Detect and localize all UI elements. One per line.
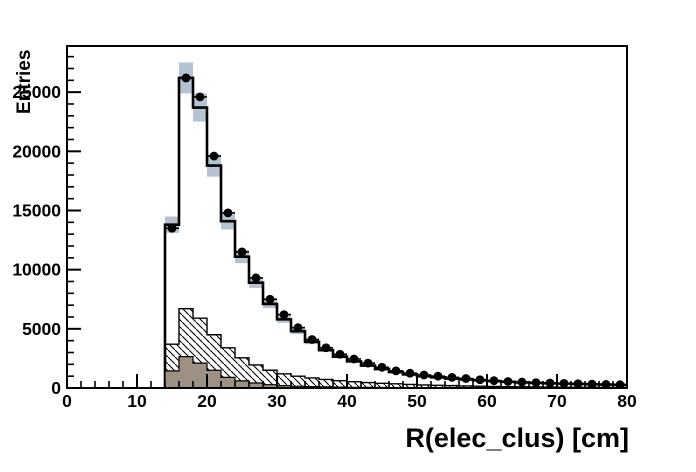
data-point-marker [349, 354, 359, 364]
x-tick-label: 0 [62, 391, 72, 411]
data-point-marker [321, 343, 331, 353]
x-tick-label: 40 [337, 391, 357, 411]
data-point-marker [433, 371, 443, 381]
data-point-marker [559, 378, 569, 388]
y-tick-label: 10000 [12, 260, 61, 280]
x-tick-label: 60 [477, 391, 497, 411]
x-axis-title: R(elec_clus) [cm] [405, 423, 629, 453]
plot-frame [66, 45, 628, 389]
data-point-marker [391, 366, 401, 376]
data-point-marker [615, 380, 625, 390]
y-tick-label: 20000 [12, 141, 61, 161]
x-tick-label: 30 [267, 391, 287, 411]
frame-rect [66, 45, 628, 389]
data-point-marker [587, 379, 597, 389]
data-point-marker [419, 370, 429, 380]
x-tick-label: 10 [127, 391, 147, 411]
x-tick-label: 80 [617, 391, 637, 411]
x-tick-label: 50 [407, 391, 427, 411]
data-point-marker [279, 310, 289, 320]
data-point-marker [209, 151, 219, 161]
y-axis-title: Entries [14, 49, 35, 114]
data-point-marker [363, 358, 373, 368]
data-point-marker [573, 379, 583, 389]
data-point-marker [335, 349, 345, 359]
data-point-marker [377, 362, 387, 372]
data-point-marker [475, 375, 485, 385]
data-point-marker [405, 368, 415, 378]
x-tick-label: 70 [547, 391, 567, 411]
y-tick-label: 25000 [12, 82, 61, 102]
data-point-marker [293, 323, 303, 333]
data-point-marker [517, 377, 527, 387]
data-point-marker [503, 377, 513, 386]
data-point-marker [307, 335, 317, 344]
axes: 0 10 20 30 40 50 60 70 80 0 5000 10000 15000 20000 250… [12, 55, 637, 411]
data-point-marker [265, 294, 275, 304]
data-point-marker [489, 376, 499, 386]
data-point-marker [601, 380, 611, 389]
data-point-marker [167, 223, 177, 233]
y-tick-label: 0 [51, 378, 61, 398]
data-point-marker [531, 378, 541, 388]
data-point-marker [461, 374, 471, 383]
y-tick-label: 5000 [22, 319, 61, 339]
data-point-marker [237, 247, 247, 257]
x-tick-label: 20 [197, 391, 217, 411]
data-points [165, 73, 627, 390]
data-point-marker [545, 378, 555, 388]
y-tick-label: 15000 [12, 200, 61, 220]
data-point-marker [251, 273, 261, 283]
data-point-marker [181, 73, 191, 83]
data-point-marker [195, 92, 205, 102]
data-point-marker [447, 372, 457, 382]
data-point-marker [223, 208, 233, 218]
